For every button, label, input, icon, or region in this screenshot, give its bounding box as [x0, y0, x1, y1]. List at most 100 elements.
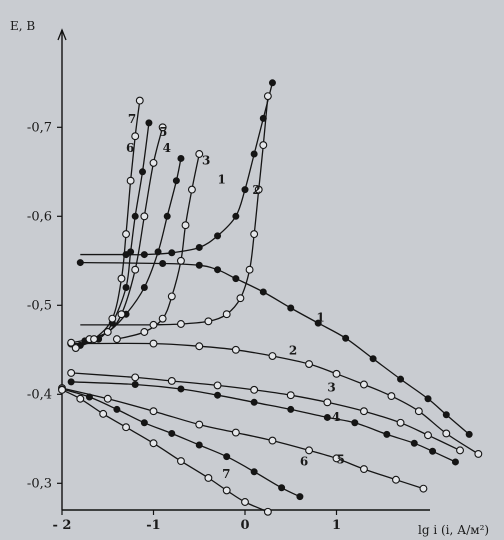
point-5-anodic: [149, 407, 158, 416]
point-3-cathodic: [140, 328, 149, 336]
point-3-anodic: [213, 381, 222, 390]
point-6-cathodic: [122, 284, 130, 291]
x-tick-label: -1: [146, 518, 160, 533]
point-2-anodic: [360, 380, 368, 389]
point-6-anodic: [113, 405, 121, 413]
point-6-anodic: [296, 493, 304, 501]
point-5-anodic: [392, 475, 400, 484]
point-3-anodic: [360, 407, 368, 416]
point-2-cathodic: [149, 320, 158, 329]
point-1-anodic: [424, 395, 432, 403]
point-4-anodic: [451, 458, 459, 466]
point-1-anodic: [159, 259, 167, 267]
point-5-anodic: [419, 484, 428, 493]
point-1-anodic: [369, 355, 377, 363]
point-2-anodic: [442, 429, 451, 438]
point-4-anodic: [177, 385, 185, 393]
point-1-anodic: [76, 259, 84, 267]
point-5-cathodic: [140, 212, 149, 221]
point-5-anodic: [268, 436, 277, 445]
point-2-anodic: [387, 392, 396, 401]
point-2-cathodic: [245, 265, 254, 274]
point-5-anodic: [332, 454, 341, 463]
point-5-cathodic: [67, 338, 76, 347]
point-7-anodic: [177, 457, 185, 465]
point-3-cathodic: [112, 335, 121, 344]
curve-label: 7: [222, 467, 230, 481]
y-axis-arrow: [57, 28, 67, 41]
point-1-anodic: [314, 319, 322, 327]
point-7-cathodic: [117, 274, 126, 283]
y-tick-label: -0,6: [27, 209, 52, 224]
point-4-cathodic: [154, 248, 162, 256]
x-tick-label: 1: [332, 518, 341, 533]
curve-1-anodic: [80, 261, 470, 435]
point-1-anodic: [442, 411, 450, 419]
point-1-cathodic: [140, 251, 148, 259]
point-2-cathodic: [204, 317, 213, 326]
point-4-anodic: [131, 381, 139, 389]
y-tick-label: -0,4: [27, 387, 52, 402]
point-6-anodic: [140, 419, 148, 427]
point-7-anodic: [241, 498, 249, 506]
point-3-cathodic: [177, 256, 185, 265]
curve-label: 5: [337, 453, 345, 467]
curve-label: 4: [163, 141, 171, 155]
point-1-anodic: [465, 430, 473, 438]
point-3-cathodic: [167, 292, 176, 301]
point-6-cathodic: [139, 168, 147, 176]
point-3-cathodic: [158, 314, 167, 323]
point-3-cathodic: [181, 221, 190, 230]
point-7-anodic: [122, 423, 131, 432]
point-5-anodic: [305, 446, 313, 455]
curve-label: 4: [332, 410, 340, 424]
y-tick-label: -0,5: [27, 298, 52, 313]
point-2-cathodic: [250, 230, 259, 239]
curve-label: 2: [252, 183, 260, 197]
point-4-cathodic: [163, 212, 171, 220]
point-6-anodic: [168, 429, 176, 437]
curve-label: 1: [316, 310, 324, 324]
point-6-cathodic: [127, 248, 135, 256]
point-3-anodic: [424, 431, 432, 440]
curve-1-cathodic: [125, 82, 274, 256]
curve-2-cathodic: [153, 96, 269, 326]
point-6-anodic: [85, 393, 93, 401]
point-2-anodic: [195, 342, 204, 351]
point-4-anodic: [323, 413, 331, 421]
point-1-anodic: [342, 334, 350, 342]
point-1-cathodic: [232, 212, 240, 220]
point-3-anodic: [167, 377, 176, 385]
point-7-cathodic: [90, 335, 98, 344]
point-2-cathodic: [254, 185, 263, 194]
markers: [58, 79, 483, 516]
curve-label: 3: [327, 381, 335, 395]
point-7-anodic: [204, 474, 213, 482]
curve-2-anodic: [71, 342, 479, 455]
point-2-cathodic: [222, 310, 231, 319]
curve-label: 2: [289, 343, 297, 357]
curve-label: 3: [202, 154, 210, 168]
point-4-anodic: [410, 439, 418, 447]
point-3-anodic: [323, 398, 332, 407]
point-2-anodic: [305, 360, 313, 368]
point-4-cathodic: [140, 284, 148, 291]
curve-label: 7: [128, 112, 136, 126]
x-tick-label: - 2: [53, 518, 72, 533]
point-7-anodic: [99, 409, 108, 418]
point-3-anodic: [67, 368, 76, 377]
curves: [61, 82, 479, 513]
point-6-cathodic: [145, 119, 153, 127]
point-1-cathodic: [241, 186, 249, 194]
point-5-anodic: [103, 394, 112, 403]
point-4-anodic: [351, 419, 359, 427]
point-3-anodic: [456, 446, 464, 455]
curve-label: 5: [159, 125, 167, 139]
point-3-anodic: [131, 373, 140, 382]
point-2-anodic: [414, 407, 423, 416]
point-5-anodic: [195, 420, 204, 429]
point-7-anodic: [149, 439, 158, 448]
x-axis-title: lg i (i, А/м²): [418, 523, 489, 537]
point-5-cathodic: [131, 265, 140, 274]
point-6-anodic: [223, 453, 231, 461]
